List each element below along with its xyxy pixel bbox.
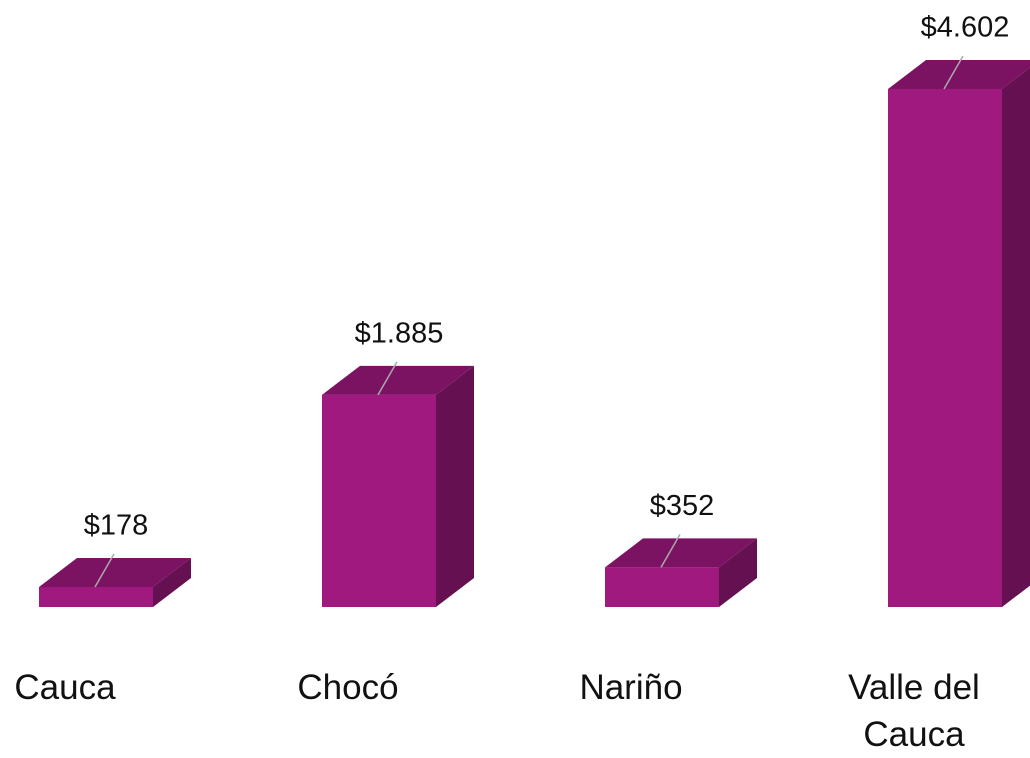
bar-side — [153, 557, 191, 607]
bar-top — [888, 60, 1030, 89]
bar-top — [605, 538, 757, 568]
bar-side — [719, 538, 757, 607]
data-label: $1.885 — [355, 317, 444, 349]
bar — [322, 394, 436, 607]
data-label: $4.602 — [921, 12, 1010, 44]
bar — [888, 89, 1002, 607]
bar-side — [1002, 67, 1030, 607]
bar — [39, 586, 153, 607]
x-tick-label: Nariño — [579, 668, 683, 707]
leader-line — [94, 553, 115, 588]
leader-line — [943, 55, 964, 90]
x-tick-label: Valle del Cauca — [848, 668, 980, 754]
data-label: $352 — [650, 490, 715, 522]
bar-top — [39, 557, 191, 587]
bar-side — [436, 365, 474, 607]
leader-line — [660, 534, 681, 568]
data-label: $178 — [84, 510, 149, 542]
x-tick-label: Cauca — [14, 668, 116, 707]
leader-line — [377, 361, 398, 396]
bar-top — [322, 365, 474, 395]
bar — [605, 567, 719, 607]
x-tick-label: Chocó — [297, 668, 399, 707]
